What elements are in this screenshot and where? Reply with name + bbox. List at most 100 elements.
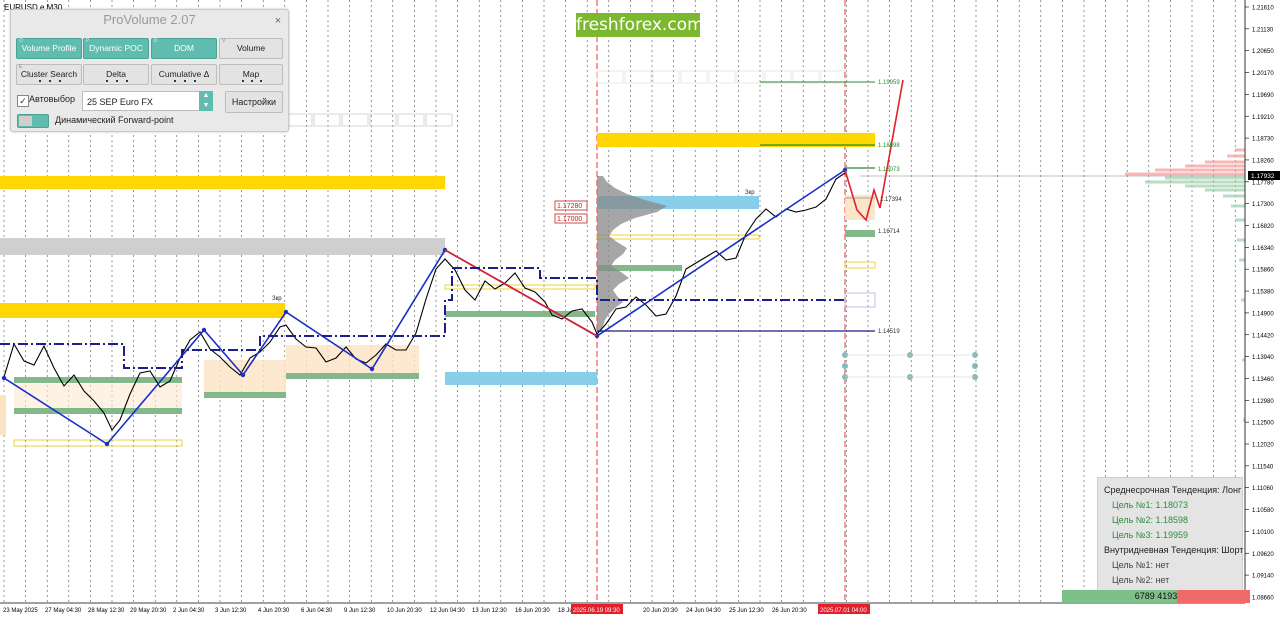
time-tick-label: 4 Jun 20:30 <box>258 608 290 614</box>
panel-button-label: DOM <box>174 43 194 53</box>
empty-box <box>369 113 397 127</box>
panel-button-8[interactable]: Map <box>219 64 283 85</box>
current-price-tag <box>1248 171 1280 180</box>
price-tick-label: 1.13940 <box>1252 355 1274 361</box>
close-icon[interactable]: × <box>274 15 282 27</box>
level-label: 1.17394 <box>880 197 902 203</box>
panel-button-1[interactable]: O Volume Profile <box>16 38 82 59</box>
panel-button-2[interactable]: P Dynamic POC <box>83 38 149 59</box>
panel-button-label: Map <box>242 69 260 79</box>
panel-button-3[interactable]: D DOM <box>151 38 217 59</box>
poc-label: 1.17000 <box>557 216 582 223</box>
peach-zone <box>286 345 419 373</box>
provolume-panel: ProVolume 2.07 × O Volume Profile P Dynamic… <box>10 9 289 132</box>
time-tick-label: 29 May 20:30 <box>130 608 167 614</box>
empty-box <box>285 113 313 127</box>
panel-button-5[interactable]: E Cluster Search <box>16 64 82 85</box>
trend-info-panel: Среднесрочная Тенденция: Лонг Цель №1: 1… <box>1097 477 1243 591</box>
zigzag-overlay: 1.19959 1.18598 1.18073 1.17394 1.16714 1.145… <box>0 79 1245 447</box>
empty-box <box>313 113 341 127</box>
red-trend-line <box>444 249 598 337</box>
panel-button-label: Volume Profile <box>21 43 77 53</box>
price-tick-label: 1.19210 <box>1252 115 1274 121</box>
panel-button-6[interactable]: Delta <box>83 64 149 85</box>
autoselect-checkbox[interactable]: ✓ <box>17 95 29 107</box>
poc-label: 1.17280 <box>557 203 582 210</box>
zigzag-point <box>283 309 289 315</box>
sell-volume: 4193 <box>1157 591 1178 601</box>
gold-zone <box>0 303 285 318</box>
midterm-target-1: Цель №1: 1.18073 <box>1112 500 1188 510</box>
empty-box <box>764 70 792 84</box>
midterm-target-3: Цель №3: 1.19959 <box>1112 530 1188 540</box>
price-tick-label: 1.12980 <box>1252 399 1274 405</box>
price-tick-label: 1.14900 <box>1252 311 1274 317</box>
price-tick-label: 1.18260 <box>1252 158 1274 164</box>
button-dots <box>39 80 61 82</box>
time-tick-label: 9 Jun 12:30 <box>344 608 376 614</box>
symbol-label: EURUSD.e,M30 <box>4 3 63 12</box>
volume-balance-bar: 6789 4193 <box>1062 590 1250 603</box>
green-zone <box>597 265 682 271</box>
price-tick-label: 1.16820 <box>1252 224 1274 230</box>
hotkey-hint: P <box>86 38 90 44</box>
button-dots <box>106 80 128 82</box>
gold-zone <box>597 133 875 147</box>
blue-zone <box>445 372 597 385</box>
time-tick-label: 23 May 2025 <box>3 608 38 614</box>
zigzag-point <box>201 327 207 333</box>
level-label: 1.19959 <box>878 80 900 86</box>
price-tick-label: 1.11060 <box>1252 486 1274 492</box>
settings-button[interactable]: Настройки <box>225 91 283 113</box>
panel-button-label: Volume <box>236 43 266 53</box>
panel-button-7[interactable]: Cumulative Δ <box>151 64 217 85</box>
forward-point-label: Динамический Forward-point <box>55 115 174 125</box>
zigzag-point <box>240 372 246 378</box>
green-zone <box>445 311 595 317</box>
time-tick-label: 18 Jun <box>558 608 576 614</box>
empty-box <box>652 70 680 84</box>
time-tick-label: 24 Jun 04:30 <box>686 608 721 614</box>
time-tick-label: 26 Jun 20:30 <box>772 608 807 614</box>
price-tick-label: 1.20650 <box>1252 49 1274 55</box>
time-marker-label: 2025.06.19 09:30 <box>573 608 620 614</box>
empty-box <box>792 70 820 84</box>
forward-point-toggle[interactable] <box>17 114 49 128</box>
peach-zone <box>204 360 286 392</box>
time-tick-label: 10 Jun 20:30 <box>387 608 422 614</box>
outline-zone <box>844 261 876 269</box>
panel-button-4[interactable]: V Volume <box>219 38 283 59</box>
price-tick-label: 1.08660 <box>1252 595 1274 601</box>
time-marker-tag <box>571 604 623 614</box>
time-tick-label: 28 May 12:30 <box>88 608 125 614</box>
midterm-target-2: Цель №2: 1.18598 <box>1112 515 1188 525</box>
time-tick-label: 13 Jun 12:30 <box>472 608 507 614</box>
zigzag-point <box>104 441 110 447</box>
price-tick-label: 1.15380 <box>1252 290 1274 296</box>
empty-box <box>708 70 736 84</box>
brand-logo[interactable]: freshforex.com <box>576 13 704 37</box>
price-tick-label: 1.13460 <box>1252 377 1274 383</box>
zigzag-point <box>1 375 7 381</box>
time-tick-label: 25 Jun 12:30 <box>729 608 764 614</box>
price-tick-label: 1.11540 <box>1252 464 1274 470</box>
autoselect-label: Автовыбор <box>29 94 76 104</box>
forecast-line <box>844 79 904 222</box>
dom-box <box>844 292 876 308</box>
peach-zone <box>845 195 875 220</box>
contract-select[interactable]: 25 SEP Euro FX <box>82 91 213 111</box>
price-tick-label: 1.14420 <box>1252 333 1274 339</box>
outline-zone <box>444 284 596 290</box>
price-tick-label: 1.18730 <box>1252 137 1274 143</box>
price-tick-label: 1.16340 <box>1252 246 1274 252</box>
price-line <box>3 172 846 432</box>
empty-box <box>596 70 624 84</box>
chevron-updown-icon[interactable]: ▲ ▼ <box>199 91 213 111</box>
buy-volume-fill <box>1062 590 1177 603</box>
outline-zone <box>596 234 760 240</box>
panel-title: ProVolume 2.07 <box>103 12 196 27</box>
time-tick-label: 20 Jun 20:30 <box>643 608 678 614</box>
zigzag-point <box>369 366 375 372</box>
